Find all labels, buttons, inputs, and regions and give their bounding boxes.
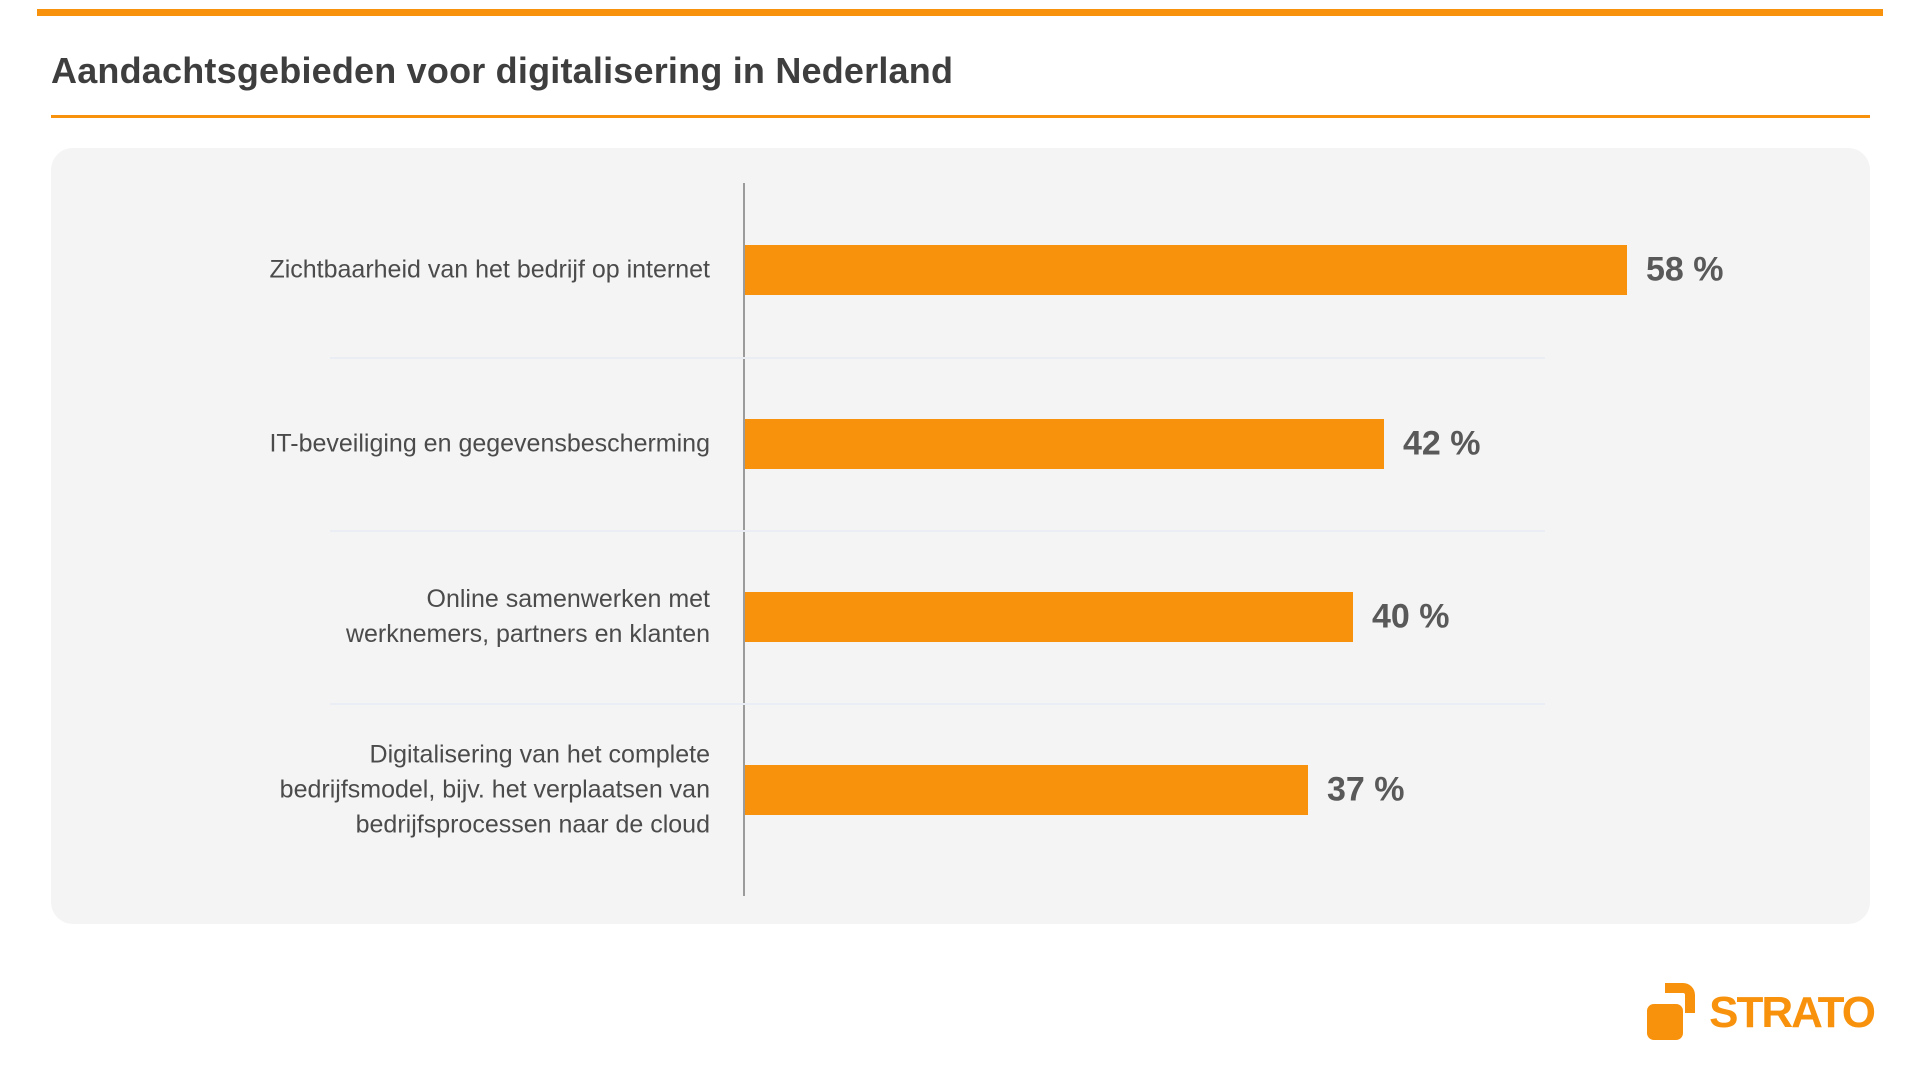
strato-logo-wordmark: STRATO: [1709, 988, 1876, 1037]
bar: [745, 245, 1627, 295]
strato-logo-icon: [1647, 983, 1697, 1040]
chart-baseline-axis: [743, 183, 745, 896]
strato-logo-square-shape: [1647, 1004, 1684, 1040]
category-label: IT-beveiliging en gegevensbescherming: [269, 429, 710, 458]
value-label: 37 %: [1327, 770, 1405, 809]
value-label: 42 %: [1403, 424, 1481, 463]
page-title: Aandachtsgebieden voor digitalisering in…: [51, 50, 954, 91]
bar: [745, 592, 1353, 642]
strato-logo-corner-shape: [1665, 983, 1696, 1013]
value-label: 40 %: [1372, 597, 1450, 636]
row-separator: [330, 357, 1545, 359]
row-separator: [330, 703, 1545, 705]
chart-card: Zichtbaarheid van het bedrijf op interne…: [51, 148, 1870, 924]
category-label: Zichtbaarheid van het bedrijf op interne…: [269, 255, 710, 284]
bar: [745, 419, 1384, 469]
top-accent-rule: [37, 9, 1883, 16]
bar: [745, 765, 1308, 815]
strato-logo[interactable]: STRATO: [1647, 983, 1876, 1040]
chart-area: Zichtbaarheid van het bedrijf op interne…: [51, 148, 1870, 924]
category-label: Online samenwerken met werknemers, partn…: [345, 585, 710, 648]
category-label: Digitalisering van het complete bedrijfs…: [279, 740, 710, 839]
title-underline-rule: [51, 115, 1870, 118]
row-separator: [330, 530, 1545, 532]
value-label: 58 %: [1646, 250, 1724, 289]
